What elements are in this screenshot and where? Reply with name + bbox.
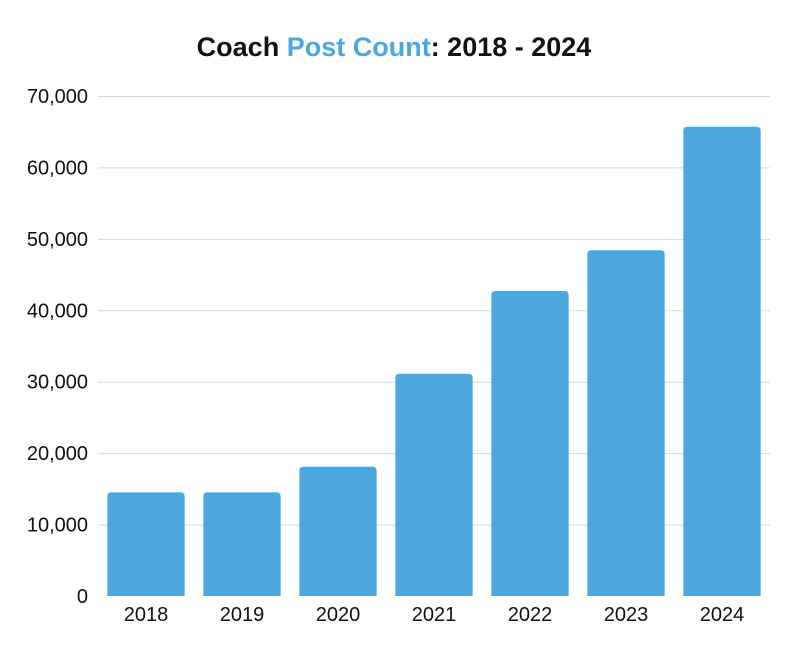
bars — [107, 126, 761, 597]
bar-2022 — [491, 291, 569, 596]
x-tick-label: 2020 — [316, 604, 361, 626]
bar-2023 — [587, 250, 665, 597]
x-axis-tick-labels: 2018 2019 2020 2021 2022 2023 2024 — [124, 604, 745, 626]
bar-2024 — [683, 126, 761, 596]
x-tick-label: 2022 — [508, 604, 553, 626]
x-tick-label: 2023 — [604, 604, 649, 626]
bar-2020 — [299, 466, 377, 596]
x-tick-label: 2021 — [412, 604, 457, 626]
y-tick-label: 0 — [77, 586, 88, 608]
bar-2018 — [107, 492, 185, 596]
y-tick-label: 20,000 — [27, 443, 88, 465]
x-tick-label: 2024 — [700, 604, 745, 626]
y-tick-label: 10,000 — [27, 515, 88, 537]
y-tick-label: 30,000 — [27, 372, 88, 394]
chart-title-part-2: : 2018 - 2024 — [431, 32, 592, 62]
x-tick-label: 2019 — [220, 604, 265, 626]
chart-title-part-0: Coach — [197, 32, 287, 62]
y-tick-label: 70,000 — [27, 86, 88, 108]
bar-2019 — [203, 492, 281, 596]
y-tick-label: 60,000 — [27, 157, 88, 179]
chart-title: Coach Post Count: 2018 - 2024 — [197, 32, 592, 62]
chart-title-part-1: Post Count — [287, 32, 431, 62]
x-tick-label: 2018 — [124, 604, 169, 626]
y-axis-tick-labels: 0 10,000 20,000 30,000 40,000 50,000 60,000 70,… — [27, 86, 88, 608]
bar-2021 — [395, 373, 473, 596]
y-tick-label: 50,000 — [27, 229, 88, 251]
y-tick-label: 40,000 — [27, 300, 88, 322]
